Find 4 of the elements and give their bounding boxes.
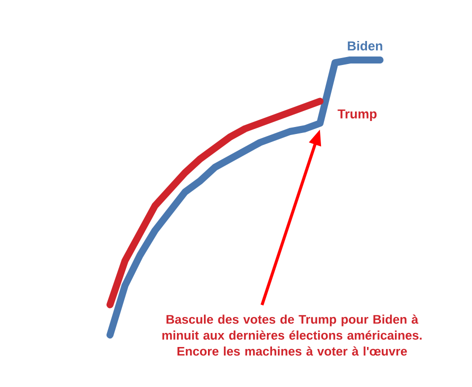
annotation: Bascule des votes de Trump pour Biden à minuit aux dernières élections américaines. xyxy=(162,314,422,340)
series-label: Biden xyxy=(348,40,382,50)
text: Encore les machines à voter à l'œuvre xyxy=(177,346,407,356)
series-label: Trump xyxy=(338,109,377,122)
